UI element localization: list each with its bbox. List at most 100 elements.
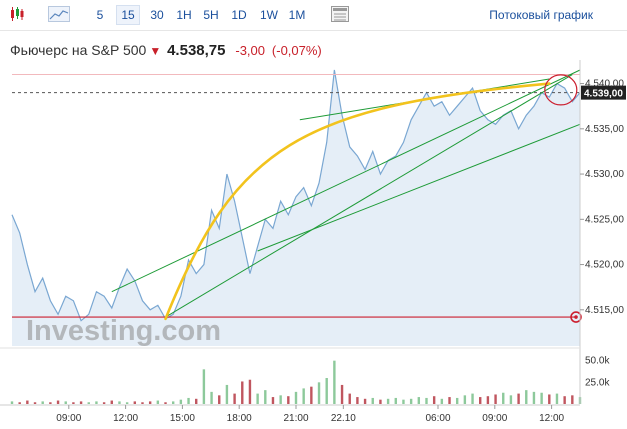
volume-bar [571, 395, 574, 404]
volume-bar [72, 402, 75, 404]
volume-bar [279, 395, 282, 404]
volume-bar [49, 402, 52, 404]
volume-tick-label: 25.0k [585, 377, 610, 388]
volume-bar [302, 388, 305, 404]
volume-bar [18, 402, 21, 404]
volume-bar [548, 394, 551, 404]
support-line-handle-dot [574, 315, 578, 319]
volume-bar [141, 402, 144, 404]
interval-1h[interactable]: 1H [176, 8, 192, 22]
x-tick-label: 09:00 [482, 413, 507, 424]
volume-bar [171, 401, 175, 404]
volume-bar [133, 401, 137, 404]
volume-bar [440, 398, 444, 404]
volume-bar [310, 386, 313, 404]
x-tick-label: 21:00 [283, 413, 308, 424]
volume-bar [195, 398, 198, 404]
volume-bar [463, 395, 467, 404]
volume-bar [525, 390, 528, 404]
volume-bar [494, 394, 497, 404]
volume-bar [471, 393, 474, 404]
volume-bar [26, 400, 29, 404]
volume-bar [502, 392, 505, 404]
volume-bar [41, 401, 44, 404]
volume-bar [425, 397, 428, 404]
volume-bar [479, 397, 482, 404]
volume-bar [317, 382, 321, 404]
volume-bar [386, 398, 390, 404]
interval-1d[interactable]: 1D [231, 8, 247, 22]
y-tick-label: 4.515,00 [585, 305, 624, 316]
volume-bar [33, 402, 37, 404]
volume-bar [187, 397, 190, 404]
highlight-ellipse [544, 74, 578, 106]
volume-bar [333, 360, 336, 404]
table-view-icon[interactable] [330, 6, 350, 24]
interval-15[interactable]: 15 [116, 5, 140, 25]
volume-bar [371, 397, 374, 404]
x-tick-label: 18:00 [227, 413, 252, 424]
interval-5[interactable]: 5 [96, 8, 104, 22]
y-tick-label: 4.535,00 [585, 124, 624, 135]
x-tick-label: 12:00 [113, 413, 138, 424]
price-line [11, 69, 581, 322]
volume-bar [248, 379, 252, 404]
volume-bar [218, 395, 221, 404]
volume-bar [56, 400, 60, 404]
volume-bar [432, 396, 436, 404]
volume-bar [87, 402, 90, 404]
x-tick-label: 15:00 [170, 413, 195, 424]
volume-bar [164, 402, 167, 404]
volume-bar [540, 392, 543, 404]
volume-bar [340, 384, 344, 404]
instrument-name: Фьючерс на S&P 500 [10, 42, 147, 58]
volume-bar [264, 390, 267, 404]
interval-5h[interactable]: 5H [203, 8, 219, 22]
volume-bar [563, 396, 566, 404]
streaming-chart-link[interactable]: Потоковый график [489, 8, 593, 22]
interval-1w[interactable]: 1W [260, 8, 278, 22]
interval-30[interactable]: 30 [150, 8, 164, 22]
axes: 4.515,00 4.520,00 4.525,00 4.530,00 4.535,00… [0, 60, 624, 424]
price-area [11, 69, 581, 346]
volume-bar [325, 378, 328, 404]
volume-bar [148, 401, 152, 404]
volume-bar [448, 397, 451, 404]
volume-bar [256, 393, 259, 404]
investing-watermark: Investing.com [26, 315, 221, 347]
volume-bar [64, 401, 67, 404]
volume-bar [125, 402, 129, 404]
volume-bar [417, 397, 421, 404]
volume-bar [210, 391, 213, 404]
x-tick-label: 09:00 [56, 413, 81, 424]
volume-bar [225, 384, 229, 404]
price-change-pct: (-0,07%) [271, 43, 322, 58]
volume-bar [179, 399, 183, 404]
volume-tick-label: 50.0k [585, 356, 610, 367]
volume-bar [517, 393, 520, 404]
x-tick-label: 22.10 [331, 413, 356, 424]
user-drawings [111, 69, 581, 321]
volume-bar [10, 401, 14, 404]
candlestick-chart-icon[interactable] [10, 6, 24, 24]
volume-bar [356, 397, 359, 404]
area-chart-icon[interactable] [48, 6, 70, 24]
volume-bar [110, 400, 113, 404]
current-price-label: 4.539,00 [584, 89, 623, 100]
y-tick-label: 4.530,00 [585, 169, 624, 180]
volume-bars [10, 360, 582, 404]
volume-bar [287, 396, 290, 404]
volume-bar [455, 397, 459, 404]
volume-bar [348, 393, 351, 404]
price-levels: 4.539,00 [12, 74, 626, 323]
volume-bar [156, 400, 160, 404]
price-area-fill [12, 70, 580, 346]
volume-bar [202, 369, 206, 404]
volume-bar [402, 399, 405, 404]
y-tick-label: 4.540,00 [585, 79, 624, 90]
yellow-arc [164, 82, 551, 321]
interval-1m[interactable]: 1M [288, 8, 306, 22]
last-price: 4.538,75 [167, 42, 226, 59]
volume-bar [271, 397, 275, 404]
